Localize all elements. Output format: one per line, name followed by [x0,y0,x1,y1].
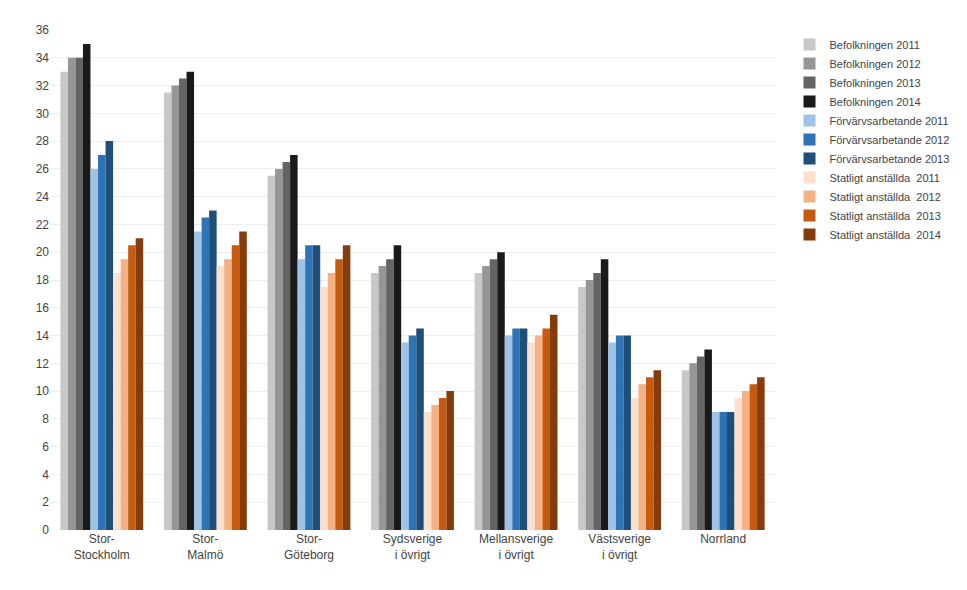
svg-text:26: 26 [36,162,50,176]
svg-text:Mellansverigei övrigt: Mellansverigei övrigt [479,532,553,562]
svg-text:Stor-Stockholm: Stor-Stockholm [74,532,130,562]
svg-text:0: 0 [42,523,49,537]
svg-text:10: 10 [36,384,50,398]
svg-text:Stor-Malmö: Stor-Malmö [187,532,223,562]
svg-text:Västsverigei övrigt: Västsverigei övrigt [588,532,651,562]
svg-text:Norrland: Norrland [700,532,746,546]
svg-text:Statligt anställda 2011: Statligt anställda 2011 [830,172,940,184]
svg-text:8: 8 [42,412,49,426]
svg-text:Statligt anställda 2012: Statligt anställda 2012 [830,191,941,203]
svg-text:Förvärvsarbetande 2011: Förvärvsarbetande 2011 [830,115,949,127]
svg-text:28: 28 [36,134,50,148]
svg-text:16: 16 [36,301,50,315]
svg-text:36: 36 [36,23,50,37]
svg-text:Befolkningen 2011: Befolkningen 2011 [830,39,920,51]
svg-text:34: 34 [36,51,50,65]
svg-text:32: 32 [36,79,50,93]
svg-text:24: 24 [36,190,50,204]
svg-text:30: 30 [36,107,50,121]
svg-text:22: 22 [36,218,50,232]
svg-text:Stor-Göteborg: Stor-Göteborg [284,532,334,562]
svg-text:4: 4 [42,468,49,482]
svg-text:12: 12 [36,357,50,371]
svg-text:Förvärvsarbetande 2013: Förvärvsarbetande 2013 [830,153,950,165]
svg-text:14: 14 [36,329,50,343]
svg-text:Befolkningen 2013: Befolkningen 2013 [830,77,921,89]
svg-text:20: 20 [36,245,50,259]
svg-text:Förvärvsarbetande 2012: Förvärvsarbetande 2012 [830,134,950,146]
svg-text:Befolkningen 2014: Befolkningen 2014 [830,96,921,108]
svg-text:Befolkningen 2012: Befolkningen 2012 [830,58,921,70]
svg-text:18: 18 [36,273,50,287]
svg-text:Statligt anställda 2013: Statligt anställda 2013 [830,210,941,222]
svg-text:2: 2 [42,495,49,509]
svg-text:6: 6 [42,440,49,454]
svg-text:Statligt anställda 2014: Statligt anställda 2014 [830,229,941,241]
svg-text:Sydsverigei övrigt: Sydsverigei övrigt [383,532,443,562]
